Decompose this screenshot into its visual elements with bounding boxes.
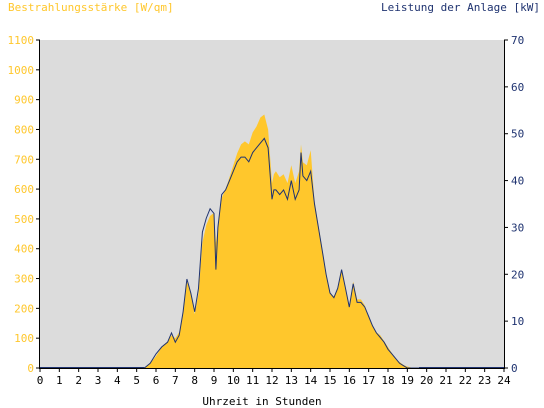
- x-tick-label: 12: [265, 374, 278, 387]
- x-tick-label: 13: [285, 374, 298, 387]
- x-tick-label: 16: [343, 374, 356, 387]
- x-tick-label: 15: [323, 374, 336, 387]
- y-left-tick-label: 400: [14, 243, 34, 256]
- y-left-tick-label: 800: [14, 123, 34, 136]
- chart-axes: 0100200300400500600700800900100011000102…: [8, 34, 525, 387]
- x-tick-label: 9: [211, 374, 218, 387]
- x-tick-label: 6: [153, 374, 160, 387]
- right-axis-title: Leistung der Anlage [kW]: [381, 1, 540, 14]
- chart-marks: [40, 114, 504, 369]
- y-right-tick-label: 0: [511, 362, 518, 375]
- x-tick-label: 11: [246, 374, 259, 387]
- x-tick-label: 4: [114, 374, 121, 387]
- x-tick-label: 19: [401, 374, 414, 387]
- y-right-tick-label: 20: [511, 268, 524, 281]
- y-left-tick-label: 600: [14, 183, 34, 196]
- x-tick-label: 3: [95, 374, 102, 387]
- left-axis-title: Bestrahlungsstärke [W/qm]: [8, 1, 174, 14]
- x-tick-label: 0: [37, 374, 44, 387]
- x-tick-label: 8: [191, 374, 198, 387]
- x-tick-label: 21: [439, 374, 452, 387]
- y-left-tick-label: 0: [27, 362, 34, 375]
- x-tick-label: 22: [459, 374, 472, 387]
- power-line: [144, 137, 419, 369]
- y-right-tick-label: 70: [511, 34, 524, 47]
- y-left-tick-label: 200: [14, 302, 34, 315]
- y-left-tick-label: 100: [14, 332, 34, 345]
- x-axis-label: Uhrzeit in Stunden: [202, 395, 321, 408]
- x-tick-label: 1: [56, 374, 63, 387]
- x-tick-label: 23: [478, 374, 491, 387]
- y-left-tick-label: 900: [14, 94, 34, 107]
- y-left-tick-label: 1100: [8, 34, 35, 47]
- irradiance-area: [144, 114, 419, 368]
- y-left-tick-label: 1000: [8, 64, 35, 77]
- x-tick-label: 2: [75, 374, 82, 387]
- x-tick-label: 24: [497, 374, 511, 387]
- x-tick-label: 17: [362, 374, 375, 387]
- x-tick-label: 20: [420, 374, 433, 387]
- y-right-tick-label: 50: [511, 128, 524, 141]
- y-right-tick-label: 10: [511, 315, 524, 328]
- x-tick-label: 5: [133, 374, 140, 387]
- y-left-tick-label: 700: [14, 153, 34, 166]
- y-right-tick-label: 30: [511, 221, 524, 234]
- y-right-tick-label: 60: [511, 81, 524, 94]
- x-tick-label: 10: [227, 374, 240, 387]
- y-right-tick-label: 40: [511, 175, 524, 188]
- x-tick-label: 7: [172, 374, 179, 387]
- y-left-tick-label: 500: [14, 213, 34, 226]
- x-tick-label: 18: [381, 374, 394, 387]
- y-left-tick-label: 300: [14, 273, 34, 286]
- x-tick-label: 14: [304, 374, 318, 387]
